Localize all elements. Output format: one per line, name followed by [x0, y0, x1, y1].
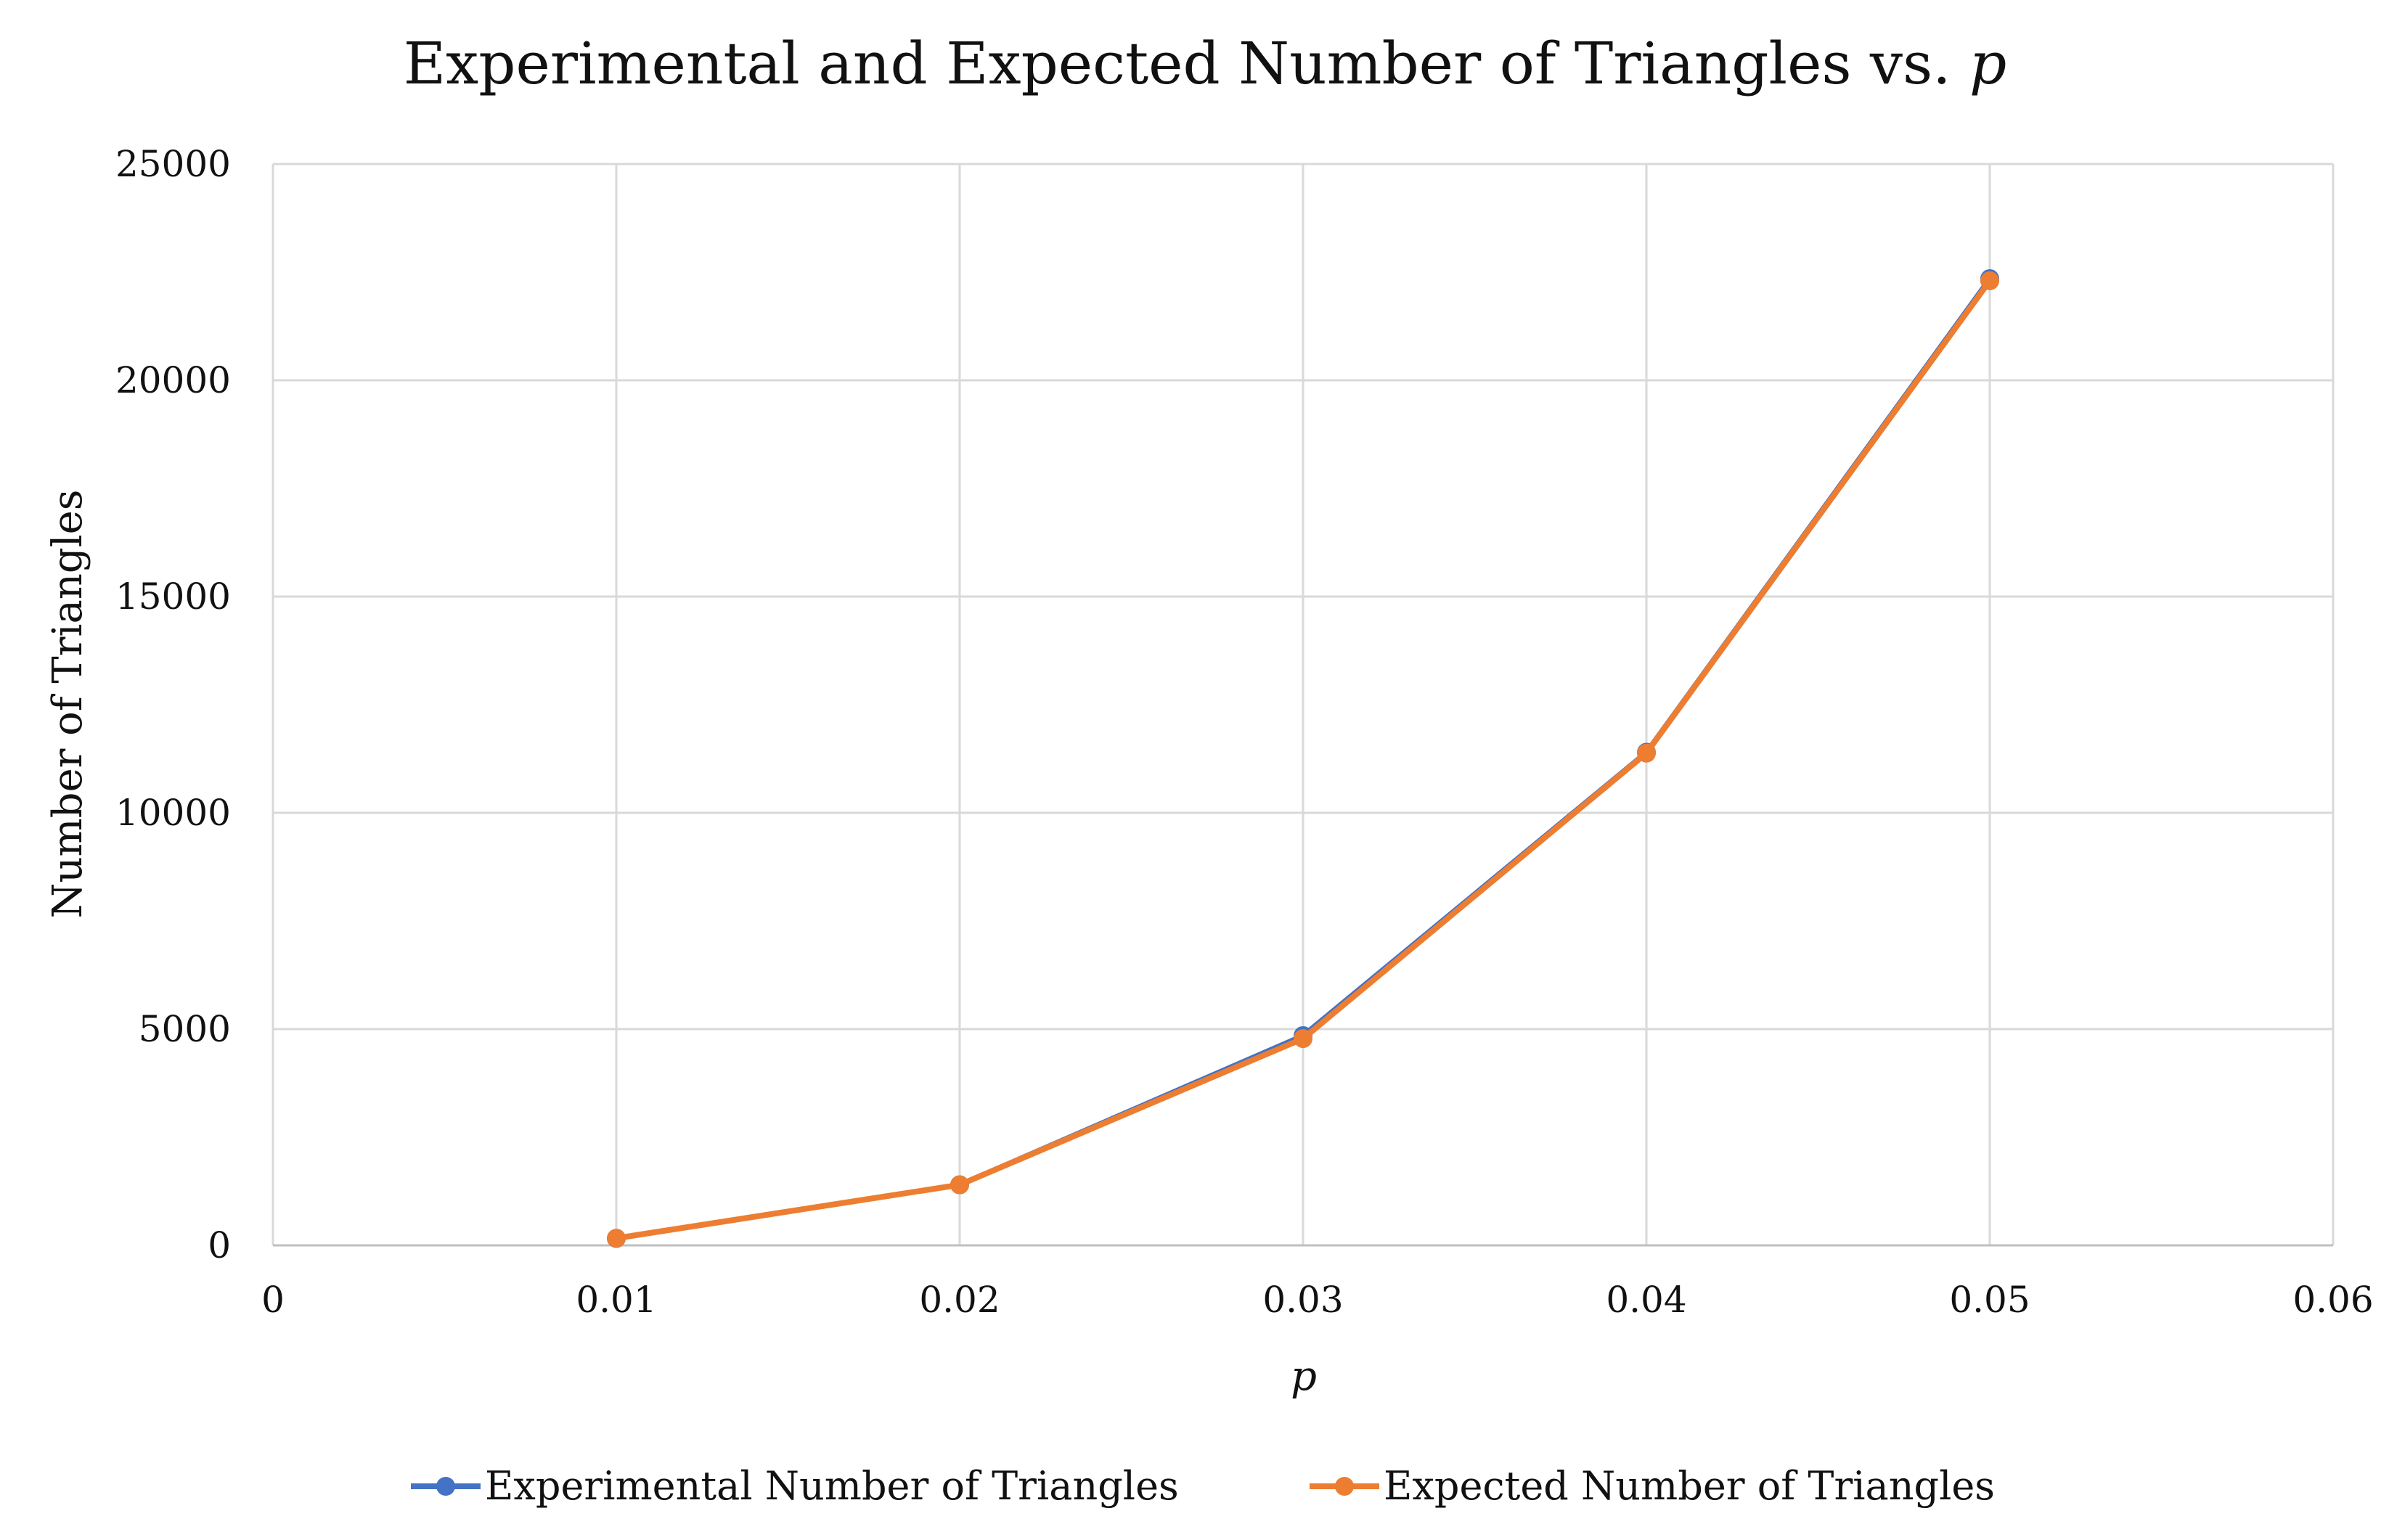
y-axis-label: Number of Triangles [44, 489, 91, 918]
series-2 [607, 271, 1999, 1248]
legend-swatch-marker [1335, 1477, 1354, 1496]
data-point [1980, 271, 1999, 290]
legend-item: Expected Number of Triangles [1310, 1463, 1995, 1509]
y-tick-label: 0 [208, 1224, 231, 1266]
chart-title-text: Experimental and Expected Number of Tria… [404, 30, 1951, 97]
x-tick-label: 0.03 [1262, 1279, 1343, 1321]
legend: Experimental Number of Triangles Expected… [411, 1463, 1995, 1509]
x-tick-label: 0.01 [576, 1279, 656, 1321]
legend-label: Expected Number of Triangles [1384, 1463, 1995, 1509]
legend-item: Experimental Number of Triangles [411, 1463, 1179, 1509]
y-tick-label: 10000 [115, 792, 231, 834]
x-axis-label: p [1291, 1353, 1317, 1400]
y-axis-ticks: 0 5000 10000 15000 20000 25000 [115, 143, 231, 1266]
x-tick-label: 0.02 [919, 1279, 1000, 1321]
chart-title: Experimental and Expected Number of Tria… [404, 30, 2007, 97]
x-tick-label: 0.06 [2292, 1279, 2373, 1321]
legend-label: Experimental Number of Triangles [485, 1463, 1179, 1509]
data-point [1637, 743, 1656, 763]
y-tick-label: 5000 [139, 1008, 231, 1050]
data-point [1294, 1029, 1312, 1049]
data-point [607, 1229, 626, 1248]
grid-lines [271, 163, 2335, 1245]
y-tick-label: 15000 [115, 576, 231, 618]
y-tick-label: 20000 [115, 359, 231, 401]
x-tick-label: 0 [261, 1279, 285, 1321]
legend-swatch-marker [436, 1477, 455, 1496]
chart-title-variable: p [1969, 30, 2006, 97]
x-axis-ticks: 0 0.01 0.02 0.03 0.04 0.05 0.06 [261, 1279, 2374, 1321]
series-lines [607, 269, 1999, 1248]
x-tick-label: 0.04 [1606, 1279, 1686, 1321]
y-tick-label: 25000 [115, 143, 231, 185]
x-tick-label: 0.05 [1949, 1279, 2030, 1321]
data-point [950, 1175, 969, 1195]
